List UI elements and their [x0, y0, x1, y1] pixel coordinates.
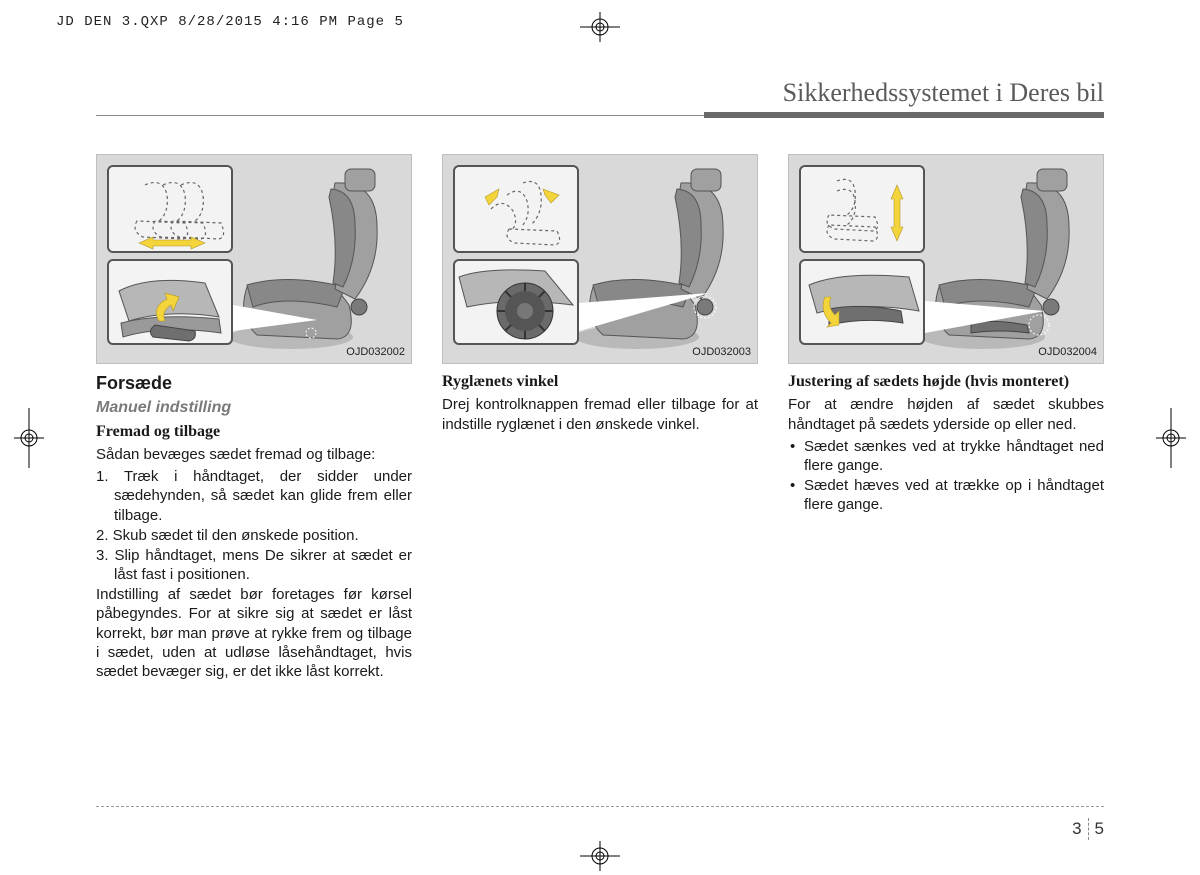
body-height: For at ændre højden af sædet skubbes hån… [788, 395, 1104, 433]
step-item: 1. Træk i håndtaget, der sidder under sæ… [96, 467, 412, 525]
registration-mark-right [1156, 408, 1186, 468]
page-page: 5 [1095, 819, 1104, 839]
subtitle-manual: Manuel indstilling [96, 398, 412, 418]
footer-rule [96, 806, 1104, 807]
step-item: 2. Skub sædet til den ønskede position. [96, 526, 412, 545]
bullet-item: Sædet hæves ved at trække op i håndtaget… [788, 476, 1104, 514]
step-item: 3. Slip håndtaget, mens De sikrer at sæd… [96, 546, 412, 584]
figure-code: OJD032003 [692, 345, 751, 359]
figure-panel-height-schematic [799, 165, 925, 253]
figure-seat-slide: OJD032002 [96, 154, 412, 364]
page-number-separator [1088, 818, 1089, 840]
figure-panel-recline-knob [453, 259, 579, 345]
chapter-header: Sikkerhedssystemet i Deres bil [96, 78, 1104, 108]
steps-list: 1. Træk i håndtaget, der sidder under sæ… [96, 467, 412, 584]
figure-panel-recline-schematic [453, 165, 579, 253]
figure-code: OJD032004 [1038, 345, 1097, 359]
column-middle: OJD032003 Ryglænets vinkel Drej kontrolk… [442, 154, 758, 684]
seat-illustration [573, 167, 743, 353]
figure-panel-height-lever [799, 259, 925, 345]
print-header: JD DEN 3.QXP 8/28/2015 4:16 PM Page 5 [56, 14, 404, 30]
page-number: 3 5 [1072, 818, 1104, 840]
figure-seat-recline: OJD032003 [442, 154, 758, 364]
registration-mark-top [570, 12, 630, 42]
section-heading-forsaede: Forsæde [96, 372, 412, 395]
bullets-height: Sædet sænkes ved at trykke håndtaget ned… [788, 437, 1104, 515]
registration-mark-left [14, 408, 44, 468]
bullet-item: Sædet sænkes ved at trykke håndtaget ned… [788, 437, 1104, 475]
subtitle-fremad: Fremad og tilbage [96, 422, 412, 442]
figure-panel-slide-lever [107, 259, 233, 345]
figure-panel-slide-schematic [107, 165, 233, 253]
seat-illustration [919, 167, 1089, 353]
figure-code: OJD032002 [346, 345, 405, 359]
page-content: Sikkerhedssystemet i Deres bil [96, 78, 1104, 684]
page-section: 3 [1072, 819, 1081, 839]
footnote-text: Indstilling af sædet bør foretages før k… [96, 585, 412, 681]
subtitle-height: Justering af sædets højde (hvis monteret… [788, 372, 1104, 392]
seat-illustration [227, 167, 397, 353]
registration-mark-bottom [570, 841, 630, 871]
column-right: OJD032004 Justering af sædets højde (hvi… [788, 154, 1104, 684]
column-left: OJD032002 Forsæde Manuel indstilling Fre… [96, 154, 412, 684]
chapter-rule [96, 114, 1104, 118]
chapter-title: Sikkerhedssystemet i Deres bil [783, 78, 1104, 107]
subtitle-recline: Ryglænets vinkel [442, 372, 758, 392]
body-recline: Drej kontrolknappen fremad eller tilbage… [442, 395, 758, 433]
intro-text: Sådan bevæges sædet fremad og tilbage: [96, 445, 412, 464]
figure-seat-height: OJD032004 [788, 154, 1104, 364]
